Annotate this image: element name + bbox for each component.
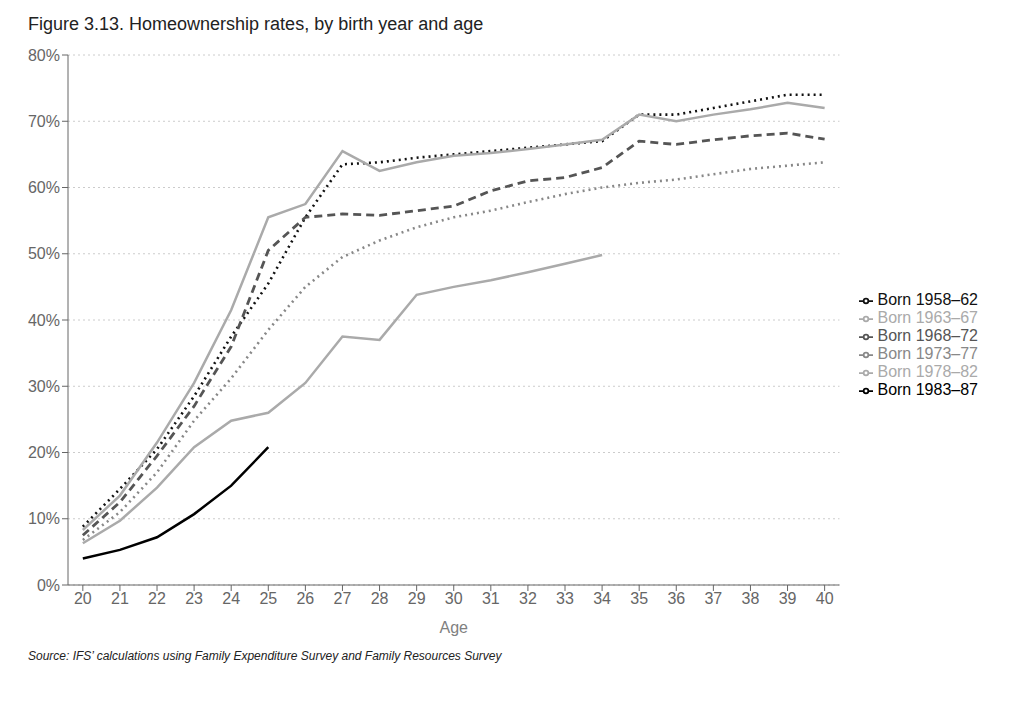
svg-text:28: 28: [371, 590, 389, 607]
svg-text:29: 29: [408, 590, 426, 607]
html-text:Born 1963–67: Born 1963–67: [877, 309, 978, 326]
svg-text:70%: 70%: [28, 113, 60, 130]
svg-text:30%: 30%: [28, 378, 60, 395]
svg-text:39: 39: [779, 590, 797, 607]
svg-text:27: 27: [334, 590, 352, 607]
html-text:Born 1973–77: Born 1973–77: [877, 345, 978, 362]
svg-text:24: 24: [222, 590, 240, 607]
svg-text:40: 40: [816, 590, 834, 607]
svg-text:26: 26: [296, 590, 314, 607]
svg-text:80%: 80%: [28, 47, 60, 64]
svg-text:22: 22: [148, 590, 166, 607]
svg-text:33: 33: [556, 590, 574, 607]
svg-text:23: 23: [185, 590, 203, 607]
svg-text:Age: Age: [440, 619, 469, 636]
svg-text:35: 35: [630, 590, 648, 607]
html-text:Source: IFS’ calculations usin: Source: IFS’ calculations using Family E…: [28, 649, 502, 663]
html-text:Born 1958–62: Born 1958–62: [877, 291, 978, 308]
html-text:Born 1983–87: Born 1983–87: [877, 381, 978, 398]
svg-text:21: 21: [111, 590, 129, 607]
svg-text:50%: 50%: [28, 245, 60, 262]
html-text:Born 1968–72: Born 1968–72: [877, 327, 978, 344]
svg-text:36: 36: [667, 590, 685, 607]
svg-text:32: 32: [519, 590, 537, 607]
html-text:Figure 3.13. Homeownership rat: Figure 3.13. Homeownership rates, by bir…: [28, 14, 484, 34]
svg-text:30: 30: [445, 590, 463, 607]
svg-text:31: 31: [482, 590, 500, 607]
svg-text:20: 20: [74, 590, 92, 607]
html-text:Born 1978–82: Born 1978–82: [877, 363, 978, 380]
svg-text:25: 25: [259, 590, 277, 607]
svg-text:34: 34: [593, 590, 611, 607]
svg-text:37: 37: [704, 590, 722, 607]
svg-text:20%: 20%: [28, 444, 60, 461]
svg-text:40%: 40%: [28, 312, 60, 329]
svg-text:10%: 10%: [28, 510, 60, 527]
svg-text:38: 38: [742, 590, 760, 607]
svg-text:60%: 60%: [28, 179, 60, 196]
svg-text:0%: 0%: [37, 577, 60, 594]
